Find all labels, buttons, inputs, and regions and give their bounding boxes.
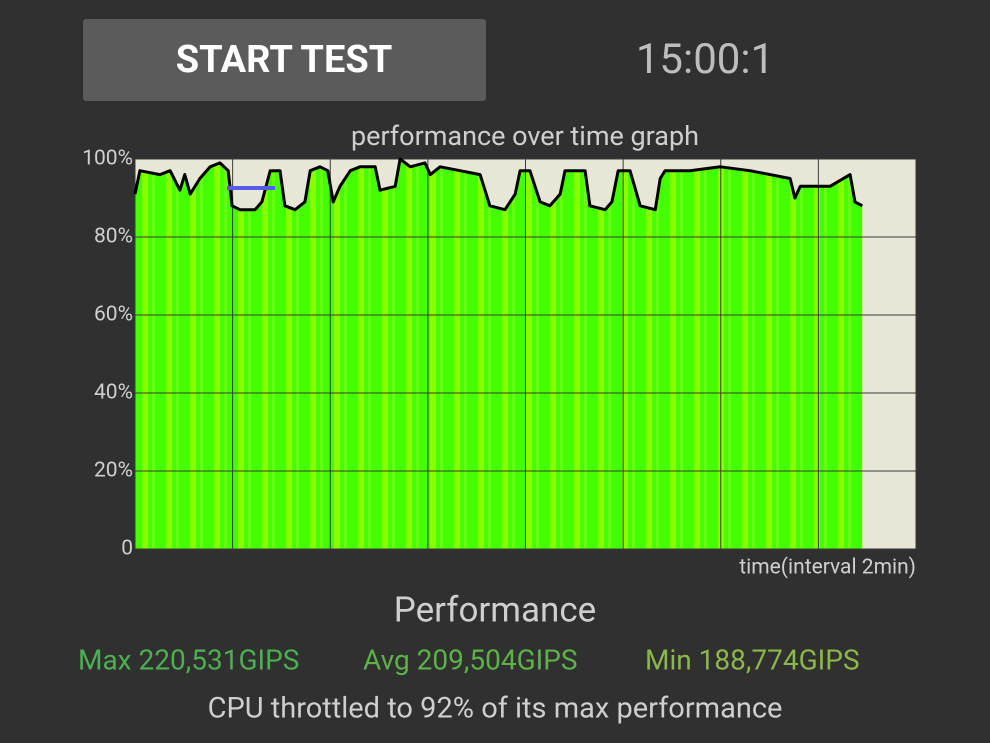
y-tick-label: 20% (94, 459, 133, 483)
chart-title: performance over time graph (351, 120, 699, 152)
timer: 15:00:1 (636, 35, 774, 84)
y-tick-label: 0 (121, 537, 133, 561)
button-label[interactable]: START TEST (176, 38, 393, 82)
area (135, 159, 863, 549)
stat-max: Max 220,531GIPS (78, 643, 299, 676)
stats-heading: Performance (394, 589, 596, 630)
y-tick-label: 60% (94, 303, 133, 327)
y-tick-label: 80% (94, 225, 133, 249)
stat-avg: Avg 209,504GIPS (363, 643, 578, 676)
plot: 0 20% 40% 60% 80% 100% (82, 147, 917, 561)
y-tick-label: 100% (82, 147, 133, 171)
start-button[interactable] (83, 19, 486, 101)
y-tick-label: 40% (94, 381, 133, 405)
x-axis-label: time(interval 2min) (739, 556, 916, 580)
stat-min: Min 188,774GIPS (645, 643, 860, 676)
line (133, 157, 864, 212)
summary: CPU throttled to 92% of its max performa… (208, 692, 783, 726)
